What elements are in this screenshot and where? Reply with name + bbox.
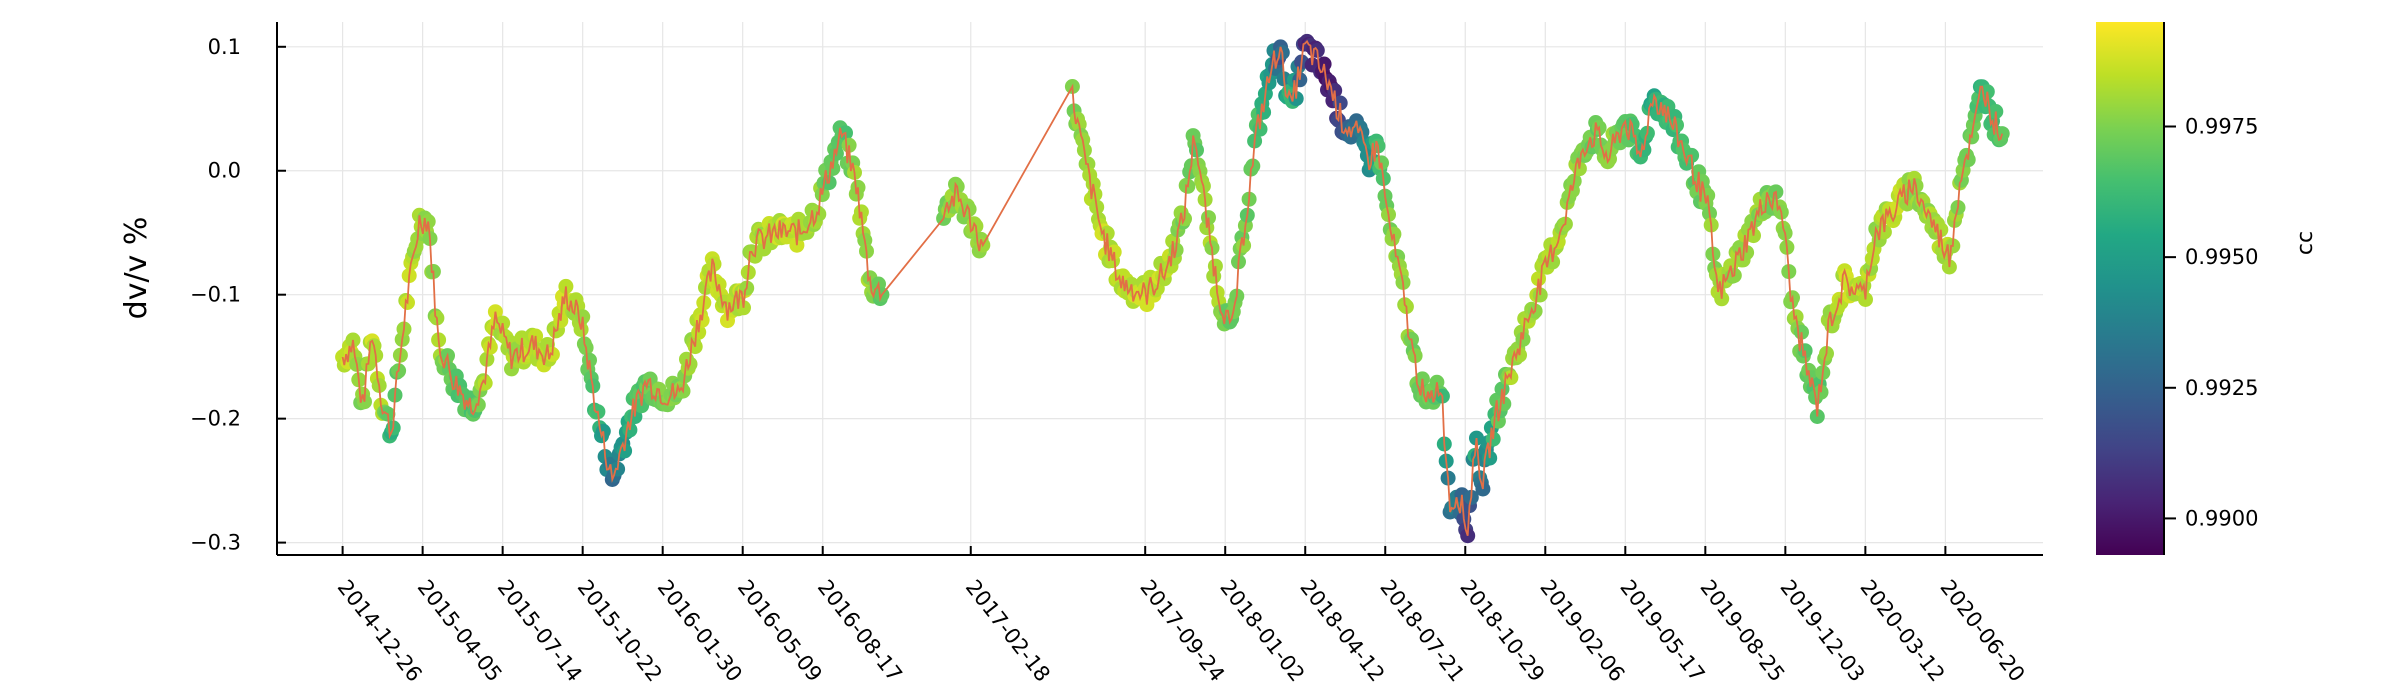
- y-axis-label: dv/v %: [119, 217, 154, 320]
- x-tick-label: 2020-03-12: [1855, 575, 1949, 686]
- colorbar-tick-label: 0.9950: [2185, 245, 2258, 269]
- colorbar-gradient: [2096, 22, 2164, 555]
- x-tick-label: 2019-12-03: [1775, 575, 1869, 686]
- y-tick-label: 0.1: [208, 35, 241, 59]
- colorbar-ticks: 0.9900 0.9925 0.9950 0.9975: [2164, 115, 2258, 530]
- series-points: [335, 33, 2010, 544]
- x-tick-label: 2018-04-12: [1295, 575, 1389, 686]
- x-tick-label: 2014-12-26: [333, 575, 427, 686]
- axes: [276, 22, 2043, 556]
- series-path: [341, 39, 2004, 536]
- x-tick-label: 2019-08-25: [1695, 575, 1789, 686]
- x-tick-label: 2015-10-22: [573, 575, 667, 686]
- colorbar-tick-label: 0.9900: [2185, 506, 2258, 530]
- x-tick-label: 2016-05-09: [733, 575, 827, 686]
- x-tick-label: 2015-04-05: [413, 575, 507, 686]
- y-tick-label: −0.2: [190, 407, 241, 431]
- x-tick-label: 2016-08-17: [813, 575, 907, 686]
- x-tick-label: 2018-10-29: [1455, 575, 1549, 686]
- x-tick-label: 2017-02-18: [961, 575, 1055, 686]
- x-tick-label: 2019-05-17: [1615, 575, 1709, 686]
- y-tick-label: −0.1: [190, 283, 241, 307]
- y-axis-ticks: −0.3 −0.2 −0.1 0.0 0.1: [190, 35, 286, 555]
- x-tick-label: 2015-07-14: [493, 575, 587, 686]
- x-tick-label: 2020-06-20: [1935, 575, 2029, 686]
- y-tick-label: 0.0: [208, 159, 241, 183]
- colorbar-tick-label: 0.9925: [2185, 376, 2258, 400]
- colorbar-label: cc: [2293, 231, 2318, 255]
- x-tick-label: 2019-02-06: [1535, 575, 1629, 686]
- x-tick-label: 2016-01-30: [653, 575, 747, 686]
- colorbar-tick-label: 0.9975: [2185, 115, 2258, 139]
- series-line: [341, 39, 2004, 536]
- x-tick-label: 2018-07-21: [1375, 575, 1469, 686]
- colorbar: 0.9900 0.9925 0.9950 0.9975 cc: [2096, 22, 2318, 555]
- y-tick-label: −0.3: [190, 531, 241, 555]
- x-axis-ticks: 2014-12-262015-04-052015-07-142015-10-22…: [333, 546, 2029, 686]
- x-tick-label: 2018-01-02: [1215, 575, 1309, 686]
- x-tick-label: 2017-09-24: [1135, 575, 1229, 686]
